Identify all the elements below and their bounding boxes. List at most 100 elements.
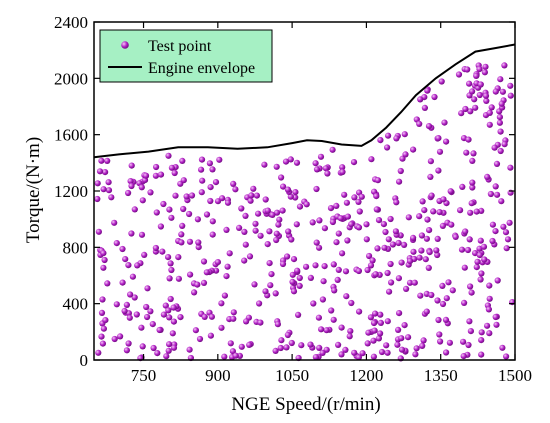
- test-point: [321, 225, 328, 232]
- test-point: [153, 209, 160, 216]
- test-point: [419, 198, 426, 205]
- test-point: [198, 166, 205, 173]
- test-point: [494, 191, 501, 198]
- test-point: [416, 254, 423, 261]
- test-point: [486, 121, 493, 128]
- test-point: [469, 179, 476, 186]
- test-point: [372, 271, 379, 278]
- test-point: [487, 190, 494, 198]
- test-point: [152, 172, 159, 179]
- test-point: [366, 252, 373, 260]
- test-point: [171, 169, 178, 177]
- test-point: [474, 258, 481, 265]
- test-point: [125, 262, 132, 269]
- test-point: [178, 239, 185, 246]
- test-point: [175, 254, 182, 261]
- test-point: [315, 314, 322, 321]
- test-point: [468, 200, 475, 207]
- test-point: [175, 275, 182, 282]
- test-point: [493, 321, 500, 328]
- test-point: [322, 165, 329, 172]
- test-point: [128, 182, 135, 190]
- test-point: [226, 250, 233, 257]
- test-point: [179, 157, 186, 164]
- test-point: [477, 237, 484, 244]
- test-point: [166, 341, 173, 348]
- test-point: [359, 350, 366, 357]
- test-point: [330, 261, 337, 268]
- test-point: [436, 331, 443, 338]
- test-point: [410, 234, 417, 241]
- y-tick-label: 1600: [54, 126, 88, 145]
- test-point: [446, 339, 453, 346]
- test-point: [98, 309, 106, 316]
- test-point: [365, 329, 372, 336]
- test-point: [289, 278, 296, 285]
- test-point: [98, 333, 105, 340]
- test-point: [252, 227, 259, 234]
- test-point: [214, 259, 221, 266]
- test-point: [296, 282, 303, 289]
- test-point: [105, 179, 112, 186]
- test-point: [147, 308, 154, 315]
- test-point: [209, 218, 216, 225]
- test-point: [324, 170, 331, 177]
- test-point: [497, 76, 504, 83]
- test-point: [163, 353, 170, 360]
- test-point: [471, 96, 478, 103]
- test-point: [492, 183, 499, 190]
- test-point: [337, 215, 344, 222]
- test-point: [168, 164, 175, 171]
- test-point: [329, 218, 336, 226]
- test-point: [200, 258, 208, 265]
- test-point: [316, 217, 323, 224]
- legend: Test point Engine envelope: [99, 29, 273, 83]
- test-point: [419, 342, 426, 349]
- test-point: [139, 343, 146, 350]
- test-point: [328, 307, 335, 314]
- test-point: [230, 315, 237, 322]
- test-point: [101, 256, 108, 264]
- test-point: [313, 239, 320, 246]
- test-point: [102, 169, 109, 176]
- test-point: [372, 310, 379, 317]
- test-point: [287, 156, 294, 163]
- test-point: [476, 252, 483, 259]
- test-point: [346, 333, 353, 340]
- test-point: [486, 295, 493, 302]
- test-point: [261, 161, 268, 168]
- test-point: [405, 214, 412, 221]
- test-point: [157, 171, 165, 178]
- test-point: [232, 186, 239, 193]
- test-point: [194, 216, 201, 223]
- test-point: [458, 246, 466, 253]
- test-point: [144, 313, 151, 321]
- test-point: [273, 230, 280, 237]
- test-point: [320, 278, 327, 285]
- test-point: [113, 301, 120, 308]
- test-point: [209, 231, 216, 238]
- test-point: [423, 308, 430, 315]
- test-point: [423, 235, 430, 242]
- test-point: [170, 304, 177, 311]
- test-point: [381, 244, 388, 251]
- test-point: [398, 346, 406, 353]
- test-point: [95, 349, 102, 356]
- test-point: [506, 219, 513, 226]
- test-point: [312, 354, 319, 361]
- test-point: [212, 179, 220, 186]
- test-point: [177, 314, 184, 321]
- test-point: [99, 296, 106, 303]
- test-point: [488, 104, 495, 111]
- test-point: [373, 206, 380, 213]
- test-point: [433, 247, 440, 254]
- test-point: [316, 344, 323, 351]
- test-point: [473, 264, 480, 271]
- test-point: [462, 228, 469, 235]
- test-point: [191, 289, 198, 296]
- test-point: [257, 232, 264, 239]
- test-point: [355, 354, 362, 361]
- test-point: [492, 228, 499, 235]
- test-point: [272, 290, 279, 297]
- test-point: [341, 191, 348, 198]
